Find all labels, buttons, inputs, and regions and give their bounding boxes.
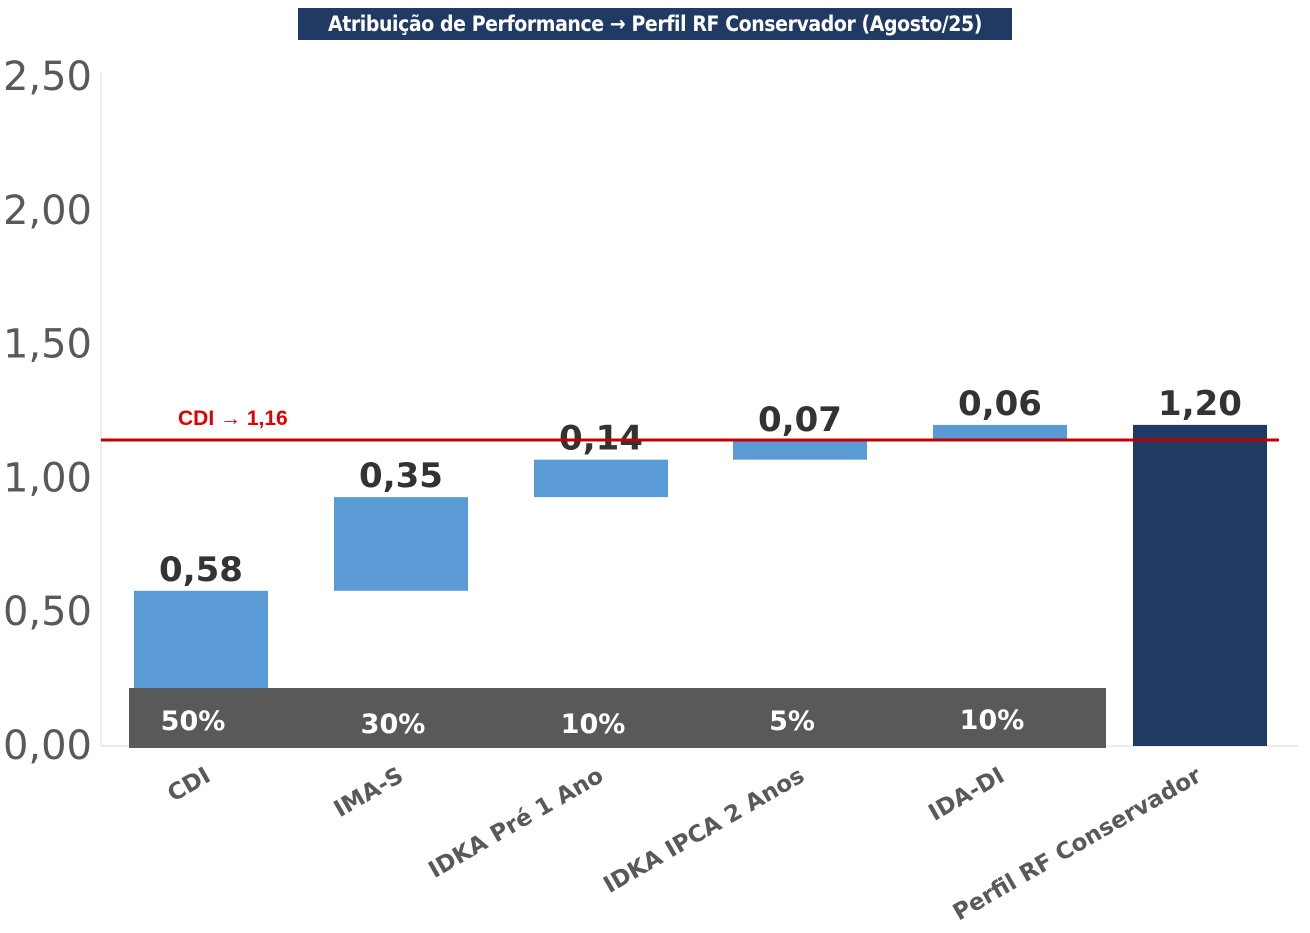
weight-label: 50% (161, 706, 226, 737)
data-label: 0,58 (159, 550, 243, 590)
weight-label: 10% (561, 709, 626, 740)
y-tick-label: 1,00 (3, 455, 92, 501)
data-label: 1,20 (1158, 384, 1242, 424)
data-label: 0,35 (359, 456, 443, 496)
y-tick-label: 2,50 (3, 54, 92, 100)
y-tick-label: 0,50 (3, 589, 92, 635)
data-label: 0,06 (958, 384, 1042, 424)
cdi-reference-label: CDI → 1,16 (178, 407, 288, 430)
x-category-label: IDKA Pré 1 Ano (424, 763, 608, 884)
waterfall-bar (534, 459, 668, 498)
x-category-label: IDKA IPCA 2 Anos (599, 763, 809, 899)
y-tick-label: 1,50 (3, 322, 92, 368)
waterfall-bar (1133, 424, 1267, 746)
chart-title: Atribuição de Performance → Perfil RF Co… (298, 8, 1012, 40)
chart-axes: 0,00 0,50 1,00 1,50 2,00 2,50 (3, 54, 1298, 769)
weight-label: 30% (361, 709, 426, 740)
y-tick-label: 2,00 (3, 188, 92, 234)
waterfall-bar (334, 497, 468, 591)
waterfall-bar (733, 440, 867, 460)
x-category-label: IDA-DI (924, 763, 1009, 827)
weights-band: 50% 30% 10% 5% 10% (129, 688, 1106, 748)
weights-band-background (129, 688, 1106, 748)
data-label: 0,07 (758, 400, 842, 440)
weight-label: 5% (769, 706, 815, 737)
x-category-label: CDI (163, 763, 215, 808)
x-category-label: IMA-S (330, 763, 408, 823)
weight-label: 10% (960, 705, 1025, 736)
y-tick-label: 0,00 (3, 723, 92, 769)
waterfall-bar (933, 424, 1067, 441)
